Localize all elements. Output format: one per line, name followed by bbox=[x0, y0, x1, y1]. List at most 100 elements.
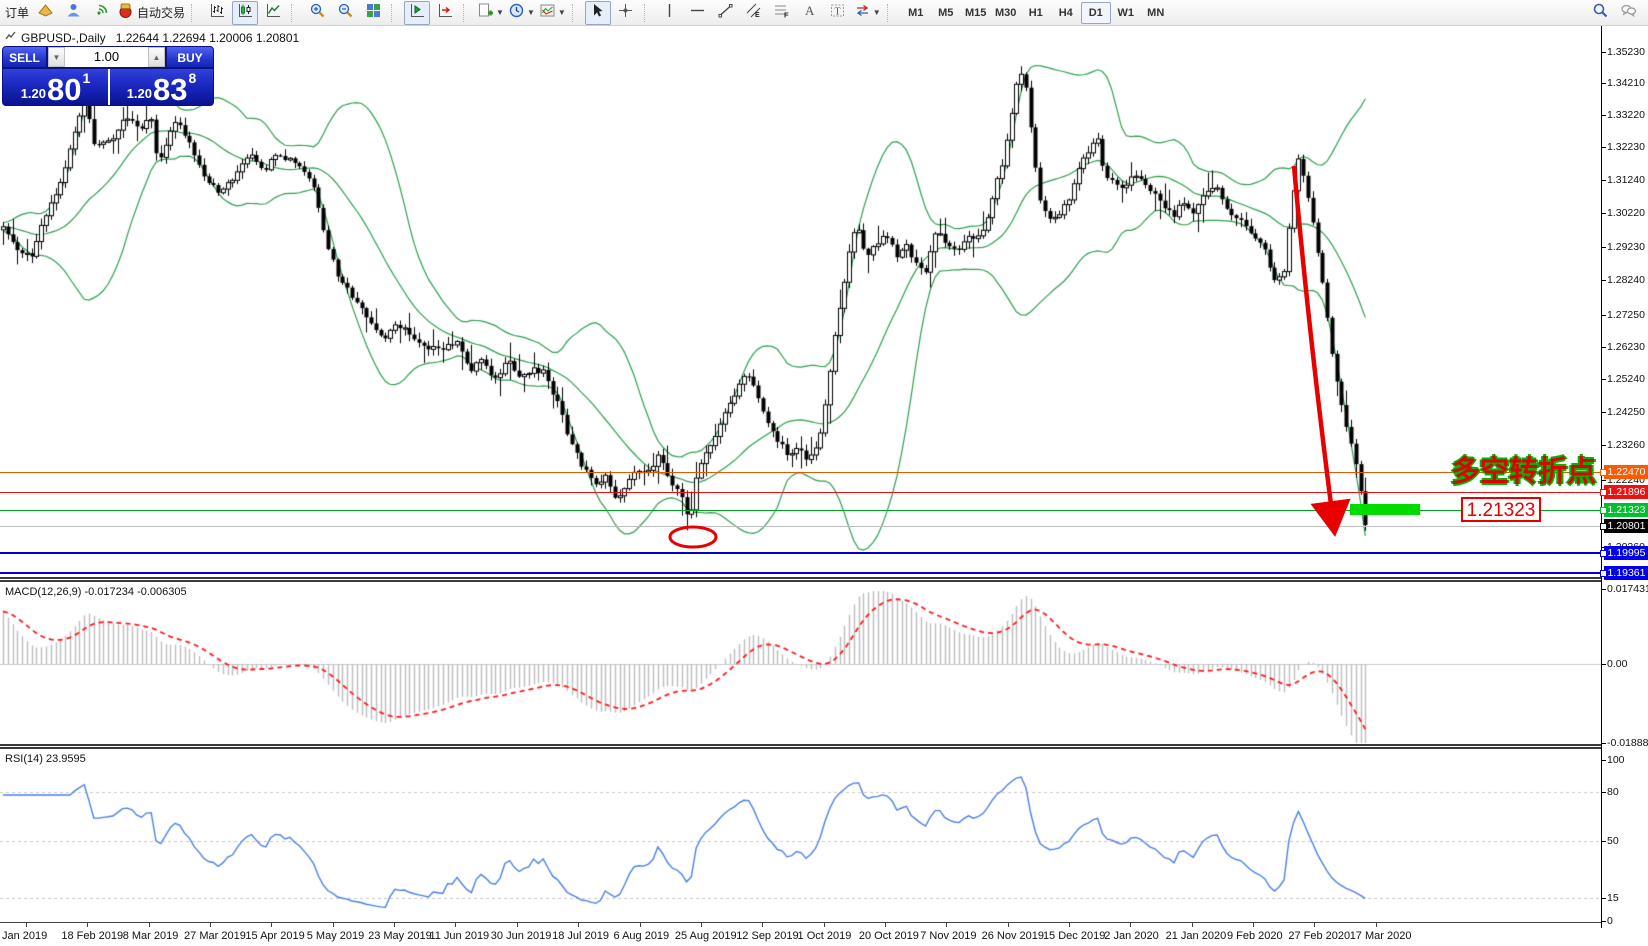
chevron-down-icon: ▼ bbox=[526, 8, 535, 17]
timeframe-d1-button[interactable]: D1 bbox=[1080, 1, 1111, 24]
arrows-button[interactable]: ▼ bbox=[853, 1, 882, 25]
price-badge: 1.20801 bbox=[1600, 519, 1648, 533]
date-tick-mark bbox=[762, 923, 764, 927]
chat-button[interactable] bbox=[1615, 1, 1641, 25]
sell-price[interactable]: 1.20 80 1 bbox=[3, 69, 110, 105]
axis-tick-label: 1.26230 bbox=[1607, 341, 1645, 353]
bar-chart-button[interactable] bbox=[204, 1, 230, 25]
signals-icon-icon bbox=[93, 2, 110, 24]
macd-label: MACD(12,26,9) -0.017234 -0.006305 bbox=[5, 586, 187, 598]
chat-icon bbox=[1620, 2, 1637, 24]
turning-point-text[interactable]: 多空转折点 bbox=[1450, 456, 1596, 488]
date-tick-mark bbox=[271, 923, 273, 927]
signals-icon[interactable] bbox=[88, 1, 114, 25]
date-label: 21 Jan 2020 bbox=[1165, 930, 1227, 942]
label-button[interactable]: T bbox=[825, 1, 851, 25]
candlestick-chart-button[interactable] bbox=[232, 0, 259, 25]
date-label: 27 Feb 2020 bbox=[1288, 930, 1351, 942]
date-tick-mark bbox=[394, 923, 396, 927]
buy-price-sup: 8 bbox=[188, 70, 197, 86]
axis-tick-mark bbox=[1602, 480, 1606, 481]
pane-splitter-macd[interactable] bbox=[0, 577, 1601, 582]
cursor-button[interactable] bbox=[584, 0, 611, 25]
date-label: 30 Jun 2019 bbox=[490, 930, 552, 942]
gold-badge-icon-icon bbox=[37, 2, 54, 24]
axis-tick-mark bbox=[1602, 280, 1606, 281]
fibonacci-button[interactable]: F bbox=[769, 1, 795, 25]
autotrading-button[interactable]: 自动交易 bbox=[116, 1, 186, 25]
zoom-out-button[interactable] bbox=[332, 1, 358, 25]
horizontal-level-line[interactable] bbox=[0, 509, 1601, 511]
horizontal-level-line[interactable] bbox=[0, 471, 1601, 473]
horizontal-level-line[interactable] bbox=[0, 572, 1601, 574]
axis-tick-label: 1.23260 bbox=[1607, 439, 1645, 451]
date-tick-mark bbox=[884, 923, 886, 927]
periods-button[interactable]: ▼ bbox=[507, 1, 536, 25]
date-label: 15 Apr 2019 bbox=[245, 930, 305, 942]
horizontal-level-line[interactable] bbox=[0, 552, 1601, 554]
search-button[interactable] bbox=[1587, 1, 1613, 25]
badge-anchor-square bbox=[1600, 469, 1607, 476]
date-axis[interactable]: Jan 2019 18 Feb 2019 8 Mar 2019 27 Mar 2019… bbox=[0, 922, 1601, 946]
timeframe-m30-button[interactable]: M30 bbox=[995, 6, 1017, 19]
tile-windows-button[interactable] bbox=[360, 1, 386, 25]
price-label-box[interactable]: 1.21323 bbox=[1461, 497, 1541, 522]
volume-increase-button[interactable]: ▲ bbox=[148, 47, 165, 67]
zoom-in-button[interactable] bbox=[304, 1, 330, 25]
date-tick-mark bbox=[1007, 923, 1009, 927]
vertical-line-button[interactable] bbox=[657, 1, 683, 25]
volume-decrease-button[interactable]: ▼ bbox=[48, 47, 65, 67]
horizontal-level-line[interactable] bbox=[0, 525, 1601, 527]
date-tick-mark bbox=[1130, 923, 1132, 927]
date-tick-mark bbox=[639, 923, 641, 927]
horizontal-line-button[interactable] bbox=[685, 1, 711, 25]
timeframe-mn-button[interactable]: MN bbox=[1147, 6, 1165, 19]
timeframe-h1-button[interactable]: H1 bbox=[1028, 6, 1043, 19]
timeframe-m1-button[interactable]: M1 bbox=[908, 6, 924, 19]
timeframe-w1-button[interactable]: W1 bbox=[1117, 6, 1134, 19]
text-button[interactable]: A bbox=[797, 1, 823, 25]
toolbar-separator bbox=[643, 3, 653, 22]
buy-button[interactable]: BUY bbox=[166, 46, 214, 68]
date-label: 12 Sep 2019 bbox=[736, 930, 799, 942]
zoom-out-icon bbox=[337, 2, 354, 24]
toolbar-separator bbox=[391, 3, 400, 22]
axis-tick-label: 1.32230 bbox=[1607, 141, 1645, 153]
axis-tick-mark bbox=[1602, 52, 1606, 53]
price-scale[interactable]: 1.35230 1.34210 1.33220 1.32230 1.31240 1.302… bbox=[1600, 25, 1648, 928]
chart-shift-button[interactable] bbox=[432, 1, 458, 25]
volume-value[interactable]: 1.00 bbox=[93, 49, 120, 64]
pane-splitter-rsi[interactable] bbox=[0, 744, 1601, 749]
chart-symbol-period: GBPUSD-,Daily bbox=[21, 31, 106, 45]
support-highlight-rect[interactable] bbox=[1350, 504, 1420, 515]
date-tick-mark bbox=[1068, 923, 1070, 927]
buy-price[interactable]: 1.20 83 8 bbox=[110, 69, 213, 105]
new-order-button[interactable]: 订单 bbox=[1, 1, 30, 25]
price-badge: 1.19361 bbox=[1600, 566, 1648, 580]
templates-button[interactable]: ▼ bbox=[538, 1, 567, 25]
toolbar-separator bbox=[191, 3, 200, 22]
price-badge: 1.19995 bbox=[1600, 546, 1648, 560]
gold-badge-icon[interactable] bbox=[32, 1, 58, 25]
volume-field: ▼ 1.00 ▲ bbox=[47, 46, 166, 68]
svg-text:F: F bbox=[784, 10, 789, 19]
timeframe-h4-button[interactable]: H4 bbox=[1058, 6, 1073, 19]
toolbar-separator bbox=[571, 3, 581, 22]
new-chart-button[interactable]: ▼ bbox=[476, 1, 505, 25]
expert-advisors-icon[interactable] bbox=[60, 1, 86, 25]
auto-scroll-button[interactable] bbox=[404, 0, 431, 25]
chart-mini-icon bbox=[5, 31, 16, 45]
horizontal-level-line[interactable] bbox=[0, 491, 1601, 493]
timeframe-m15-button[interactable]: M15 bbox=[965, 6, 987, 19]
channel-button[interactable]: E bbox=[741, 1, 767, 25]
sell-button[interactable]: SELL bbox=[2, 46, 47, 68]
sell-price-sup: 1 bbox=[82, 70, 91, 86]
line-chart-button[interactable] bbox=[260, 1, 286, 25]
vertical-line-icon bbox=[661, 2, 678, 24]
badge-anchor-square bbox=[1600, 489, 1607, 496]
crosshair-button[interactable] bbox=[613, 1, 639, 25]
trendline-button[interactable] bbox=[713, 1, 739, 25]
axis-tick-mark bbox=[1602, 147, 1606, 148]
timeframe-m5-button[interactable]: M5 bbox=[938, 6, 954, 19]
